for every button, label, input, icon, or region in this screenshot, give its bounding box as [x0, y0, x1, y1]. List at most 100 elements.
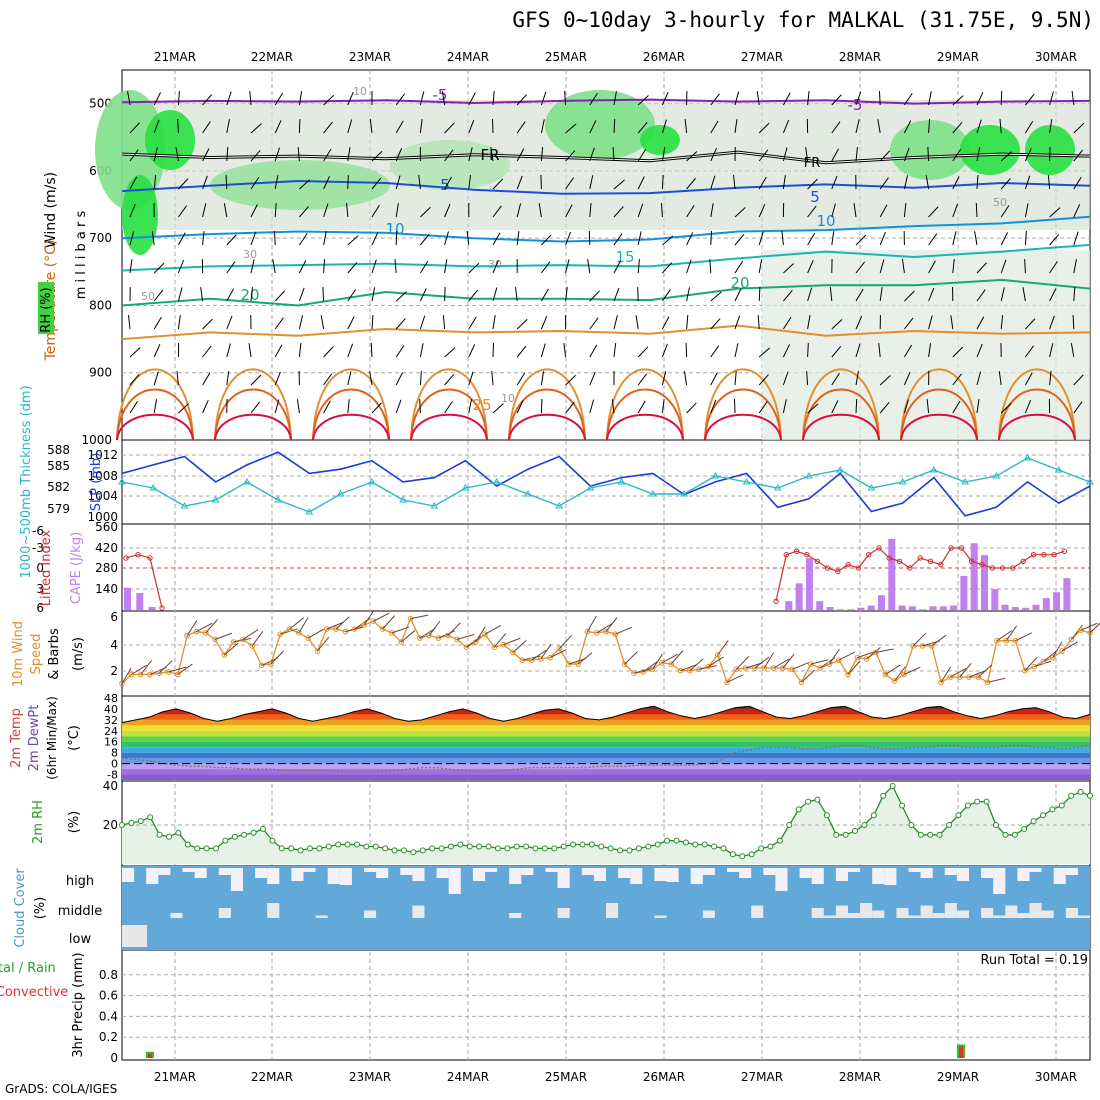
rh-marker	[729, 851, 736, 858]
wind-barb	[250, 259, 255, 274]
wind-barb	[226, 119, 230, 134]
wind-barb	[490, 147, 494, 162]
wind-barb	[733, 175, 736, 190]
thickness-marker	[430, 502, 439, 509]
wind-barb-10m	[382, 615, 396, 630]
wind-barb	[613, 91, 617, 106]
cloud-middle-gap	[654, 915, 667, 918]
wind-barb	[998, 371, 1002, 386]
cloud-high-gap	[303, 868, 316, 872]
wind-barb	[323, 373, 333, 386]
wind-barb	[952, 95, 964, 106]
thickness-marker	[617, 478, 626, 485]
wind-barb	[514, 287, 518, 302]
wind-barb	[1073, 259, 1077, 274]
wind-barb	[250, 177, 260, 190]
wind-barb	[250, 231, 257, 246]
cloud-middle-gap	[932, 913, 945, 918]
rh-marker	[880, 792, 887, 799]
wind-barb	[662, 262, 673, 274]
rh-marker	[664, 837, 671, 844]
wind-barb	[903, 120, 912, 134]
wind-barb	[928, 91, 932, 106]
wind-barb	[831, 203, 836, 218]
wind-barb	[177, 118, 179, 134]
wind-barb	[274, 120, 282, 134]
wind-barb	[444, 203, 451, 218]
cloud-middle-gap	[993, 915, 1006, 918]
wind-speed-marker	[351, 626, 358, 632]
wind-barb	[371, 259, 377, 274]
wind-barb	[370, 342, 373, 358]
wind-barb	[129, 373, 140, 386]
wind-barb-10m	[289, 617, 305, 630]
wind-barb	[710, 120, 719, 134]
wind-barb	[1024, 372, 1033, 386]
wind-barb-10m	[708, 656, 724, 668]
rh-marker	[833, 831, 840, 838]
rh-marker	[1021, 825, 1028, 832]
cloud-label-2: (%)	[33, 897, 48, 920]
wind-speed-marker	[584, 628, 591, 635]
wind-barb-10m	[242, 629, 259, 640]
lifted-index-marker	[159, 605, 165, 611]
wind-speed-marker	[575, 661, 581, 667]
wind-barb	[153, 289, 164, 302]
wind-barb-10m	[317, 636, 330, 652]
wind-barb	[226, 343, 231, 358]
wind-barb	[129, 231, 135, 246]
wind-barb	[758, 286, 761, 302]
cloud-high-gap	[654, 868, 667, 881]
wind-barb	[347, 147, 351, 162]
wind-barb-10m	[857, 651, 875, 659]
wind-barb	[686, 232, 694, 246]
wind-barb	[855, 147, 858, 162]
wind-barb	[153, 316, 162, 330]
wind-barb-10m	[698, 665, 717, 670]
wind-barb	[710, 148, 717, 162]
wind-barb	[540, 343, 546, 358]
rh-moist-lowlevel	[762, 250, 1090, 440]
wind-barb	[807, 403, 819, 414]
wind-barb	[928, 287, 935, 302]
rh-marker	[1002, 831, 1009, 838]
wind-barb	[855, 91, 862, 106]
wind-barb-10m	[912, 632, 927, 647]
rh-marker	[269, 837, 276, 844]
wind-barb	[831, 148, 840, 162]
wind-barb	[468, 289, 478, 302]
wind-barb	[683, 371, 688, 386]
rh-marker	[156, 831, 163, 838]
wind-barb	[901, 259, 905, 274]
thickness-marker	[929, 466, 938, 473]
wind-barb	[952, 203, 959, 218]
lifted-index-marker	[989, 565, 995, 571]
cloud-middle-gap	[956, 910, 969, 918]
rh-marker	[974, 798, 981, 805]
wind-speed-marker	[677, 667, 684, 674]
wind-barb	[395, 93, 406, 106]
cloud-high-gap	[182, 868, 195, 872]
thickness-marker	[867, 484, 876, 491]
wind-barb-10m	[251, 631, 264, 647]
cloud-high-gap	[472, 868, 485, 881]
wind-speed-marker	[398, 639, 405, 645]
wind-barb-10m	[875, 648, 894, 653]
wind-barb-10m	[894, 666, 906, 682]
thickness-marker	[336, 490, 345, 497]
wind-barb	[274, 344, 283, 358]
panel-frame	[121, 949, 1091, 1061]
rh-color-swatch	[38, 282, 54, 334]
wind-barb	[1000, 205, 1010, 218]
cloud-high-gap	[339, 868, 352, 885]
lifted-index-marker	[855, 565, 862, 571]
rh-marker	[842, 831, 849, 838]
wind-barb	[153, 262, 165, 274]
rh-marker	[335, 841, 342, 848]
wind-barb	[347, 235, 359, 246]
wind-barb	[782, 399, 787, 414]
temperature-contour-label: FR	[480, 146, 499, 164]
rh-marker	[231, 833, 238, 840]
warm-temperature-contour	[116, 413, 1076, 441]
rh-marker	[175, 829, 182, 836]
